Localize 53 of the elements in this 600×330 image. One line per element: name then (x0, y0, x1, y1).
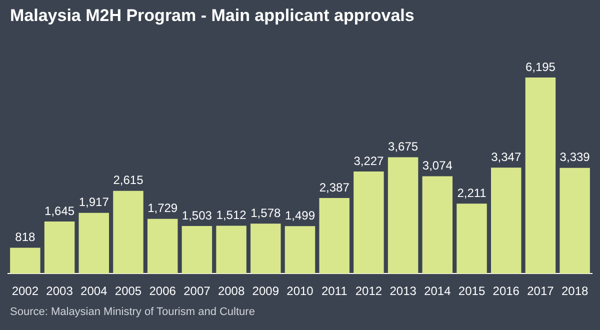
data-label: 818 (15, 230, 36, 244)
data-label: 1,499 (284, 208, 316, 222)
x-tick-label: 2018 (561, 284, 588, 298)
data-label: 1,645 (44, 204, 75, 218)
data-label: 2,387 (319, 180, 350, 194)
bar (354, 171, 384, 274)
bar (284, 226, 316, 274)
bar (147, 218, 178, 274)
bar (388, 157, 418, 274)
bar (10, 248, 40, 274)
bar (216, 226, 246, 274)
x-tick-label: 2011 (321, 284, 348, 298)
x-tick-label: 2017 (527, 284, 554, 298)
x-tick-label: 2012 (355, 284, 382, 298)
x-tick-label: 2006 (149, 284, 176, 298)
data-label: 1,578 (250, 206, 281, 220)
bar (491, 168, 522, 274)
data-label: 3,675 (388, 140, 418, 154)
x-tick-label: 2007 (184, 284, 211, 298)
bar (78, 212, 109, 274)
x-tick-label: 2013 (390, 284, 417, 298)
x-tick-label: 2003 (46, 284, 74, 298)
x-tick-label: 2015 (458, 284, 486, 298)
x-tick-label: 2016 (492, 284, 520, 298)
bar (525, 77, 556, 274)
data-label: 1,917 (78, 195, 110, 210)
data-label: 2,211 (457, 186, 487, 200)
data-label: 3,074 (422, 158, 453, 173)
chart-title: Malaysia M2H Program - Main applicant approvals (10, 6, 414, 26)
data-label: 1,503 (182, 208, 212, 222)
x-tick-label: 2009 (252, 284, 280, 298)
bar (422, 176, 453, 274)
x-tick-label: 2010 (286, 284, 314, 298)
data-label: 1,729 (148, 201, 178, 216)
data-label: 2,615 (113, 173, 144, 188)
data-label: 1,512 (216, 208, 247, 222)
x-tick-label: 2004 (80, 284, 108, 298)
x-tick-label: 2002 (12, 284, 39, 298)
source-note: Source: Malaysian Ministry of Tourism and Culture (10, 306, 255, 318)
bar (560, 168, 590, 274)
data-label: 6,195 (525, 60, 556, 74)
bar (456, 204, 487, 274)
x-tick-label: 2014 (424, 284, 452, 298)
x-tick-label: 2005 (114, 284, 142, 298)
x-tick-label: 2008 (218, 284, 245, 298)
data-label: 3,347 (491, 150, 522, 164)
bar (319, 198, 350, 274)
bar (250, 224, 281, 274)
data-label: 3,227 (354, 154, 384, 168)
bar (182, 226, 212, 274)
data-label: 3,339 (560, 150, 590, 164)
bar (44, 222, 75, 274)
bar (113, 190, 144, 274)
